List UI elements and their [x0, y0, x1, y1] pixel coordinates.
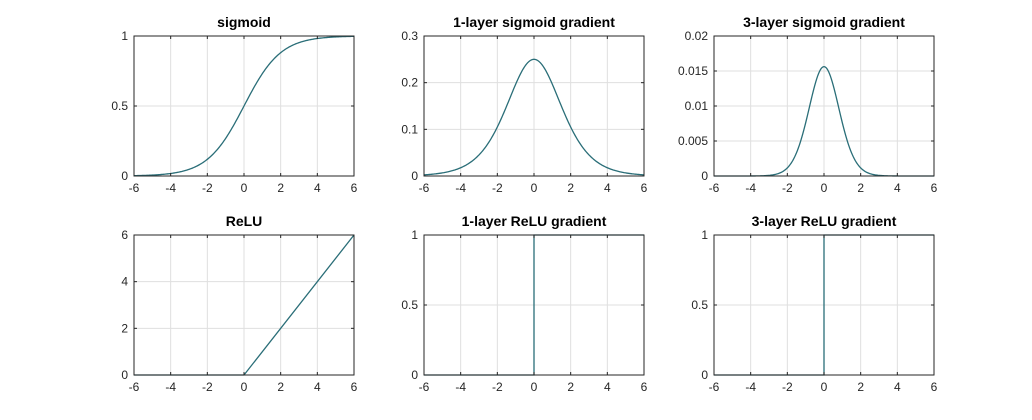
y-tick-label: 0.5 — [691, 298, 708, 312]
x-tick-label: -2 — [782, 181, 793, 195]
x-tick-label: 4 — [604, 181, 611, 195]
subplot-1-layer-sigmoid-gradient: -6 -4 -2 0 2 4 6 0 0.1 0.2 0.3 1-layer sigmoid grad… — [401, 14, 647, 195]
x-tick-label: -4 — [165, 181, 176, 195]
y-tick-label: 1 — [121, 29, 128, 43]
y-tick-label: 0.5 — [401, 298, 418, 312]
subplot-sigmoid: -6 -4 -2 0 2 4 6 0 0.5 1 sigmoid — [111, 14, 357, 195]
x-tick-label: 2 — [567, 380, 574, 394]
x-tick-label: 0 — [531, 380, 538, 394]
subplot-3-layer-relu-gradient: -6 -4 -2 0 2 4 6 0 0.5 1 3-layer ReLU gradient — [691, 213, 937, 394]
y-tick-label: 0.01 — [685, 99, 709, 113]
subplot-3-layer-sigmoid-gradient: -6 -4 -2 0 2 4 6 0 0.005 0.01 0.015 0.02 3-layer sig… — [678, 14, 938, 195]
x-tick-label: -6 — [419, 181, 430, 195]
y-tick-label: 0.1 — [401, 122, 418, 136]
x-tick-label: 4 — [894, 380, 901, 394]
x-tick-label: 0 — [531, 181, 538, 195]
x-tick-label: 2 — [857, 181, 864, 195]
x-tick-label: 0 — [821, 380, 828, 394]
x-tick-label: -4 — [455, 380, 466, 394]
x-tick-label: 4 — [314, 181, 321, 195]
y-tick-label: 1 — [411, 228, 418, 242]
x-tick-label: 4 — [604, 380, 611, 394]
x-tick-label: -2 — [202, 380, 213, 394]
x-tick-label: 6 — [351, 181, 358, 195]
y-tick-label: 0 — [411, 368, 418, 382]
series-line — [423, 58, 645, 176]
y-tick-label: 0 — [701, 368, 708, 382]
x-tick-label: 6 — [641, 181, 648, 195]
x-tick-label: 0 — [241, 181, 248, 195]
chart-title: sigmoid — [217, 14, 271, 30]
y-tick-label: 0.2 — [401, 76, 418, 90]
x-tick-label: -4 — [165, 380, 176, 394]
chart-title: 1-layer ReLU gradient — [462, 213, 607, 229]
x-tick-label: 4 — [894, 181, 901, 195]
x-tick-label: 6 — [931, 181, 938, 195]
x-tick-label: 2 — [277, 380, 284, 394]
y-tick-label: 0 — [121, 169, 128, 183]
x-tick-label: 2 — [277, 181, 284, 195]
x-tick-label: -2 — [782, 380, 793, 394]
subplot-1-layer-relu-gradient: -6 -4 -2 0 2 4 6 0 0.5 1 1-layer ReLU gradient — [401, 213, 647, 394]
y-tick-label: 0 — [701, 169, 708, 183]
y-tick-label: 0 — [121, 368, 128, 382]
chart-title: 3-layer ReLU gradient — [752, 213, 897, 229]
y-tick-label: 0.3 — [401, 29, 418, 43]
x-tick-label: -2 — [202, 181, 213, 195]
chart-title: ReLU — [226, 213, 263, 229]
x-tick-label: 6 — [641, 380, 648, 394]
x-tick-label: 0 — [821, 181, 828, 195]
x-tick-label: -6 — [709, 181, 720, 195]
x-tick-label: 4 — [314, 380, 321, 394]
chart-title: 1-layer sigmoid gradient — [453, 14, 615, 30]
y-tick-label: 6 — [121, 228, 128, 242]
x-tick-label: 2 — [567, 181, 574, 195]
x-tick-label: -4 — [745, 181, 756, 195]
x-tick-label: -6 — [419, 380, 430, 394]
x-tick-label: -4 — [455, 181, 466, 195]
x-tick-label: -4 — [745, 380, 756, 394]
x-tick-label: 0 — [241, 380, 248, 394]
x-tick-label: -2 — [492, 380, 503, 394]
x-tick-label: -2 — [492, 181, 503, 195]
y-tick-label: 4 — [121, 275, 128, 289]
y-tick-label: 0.015 — [678, 64, 708, 78]
chart-title: 3-layer sigmoid gradient — [743, 14, 905, 30]
x-tick-label: 2 — [857, 380, 864, 394]
y-tick-label: 1 — [701, 228, 708, 242]
y-tick-label: 0.005 — [678, 134, 708, 148]
subplot-relu: -6 -4 -2 0 2 4 6 0 2 4 6 ReLU — [121, 213, 357, 394]
y-tick-label: 0 — [411, 169, 418, 183]
x-tick-label: -6 — [129, 380, 140, 394]
y-tick-label: 2 — [121, 321, 128, 335]
y-tick-label: 0.5 — [111, 99, 128, 113]
y-tick-label: 0.02 — [685, 29, 709, 43]
x-tick-label: 6 — [351, 380, 358, 394]
x-tick-label: -6 — [709, 380, 720, 394]
x-tick-label: -6 — [129, 181, 140, 195]
x-tick-label: 6 — [931, 380, 938, 394]
